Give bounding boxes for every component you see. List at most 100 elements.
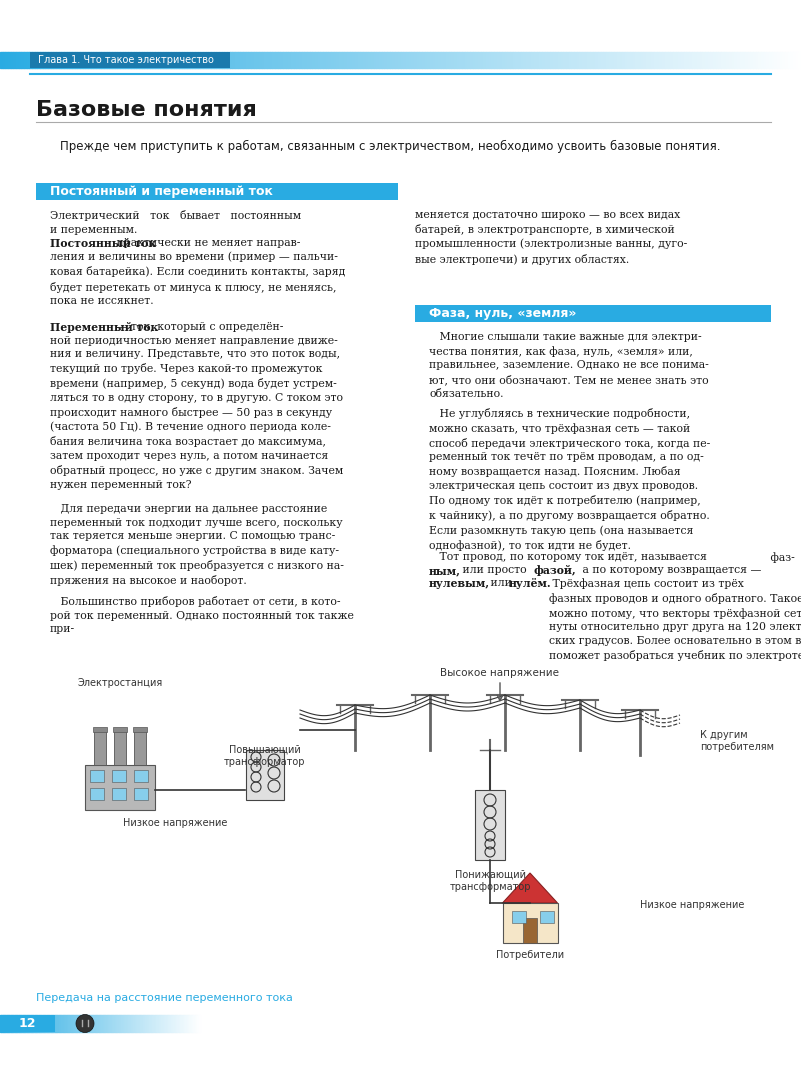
Bar: [199, 1015, 200, 1032]
Bar: [6, 52, 8, 68]
Bar: [705, 52, 707, 68]
Bar: [395, 52, 398, 68]
Bar: [384, 52, 387, 68]
Bar: [56, 1015, 58, 1032]
Bar: [136, 1015, 137, 1032]
Bar: [2, 1015, 4, 1032]
Bar: [167, 1015, 168, 1032]
Bar: [515, 52, 518, 68]
Bar: [735, 52, 737, 68]
Bar: [124, 1015, 125, 1032]
Bar: [171, 52, 174, 68]
Bar: [521, 52, 523, 68]
Bar: [747, 52, 751, 68]
Bar: [791, 52, 793, 68]
Bar: [513, 52, 515, 68]
Bar: [160, 52, 163, 68]
Bar: [0, 52, 2, 68]
Bar: [129, 1015, 131, 1032]
Bar: [139, 1015, 140, 1032]
Bar: [145, 1015, 147, 1032]
Bar: [18, 1015, 20, 1032]
Bar: [30, 1015, 32, 1032]
Bar: [550, 52, 553, 68]
Bar: [499, 52, 502, 68]
Bar: [84, 1015, 86, 1032]
Bar: [379, 52, 382, 68]
Bar: [131, 1015, 132, 1032]
Bar: [475, 52, 478, 68]
Text: Тот провод, по которому ток идёт, называется: Тот провод, по которому ток идёт, называ…: [429, 552, 706, 562]
Bar: [180, 1015, 181, 1032]
Bar: [334, 52, 336, 68]
Bar: [168, 52, 171, 68]
Bar: [387, 52, 390, 68]
Bar: [507, 52, 510, 68]
Bar: [657, 52, 659, 68]
Bar: [179, 52, 182, 68]
Bar: [667, 52, 670, 68]
Bar: [259, 52, 262, 68]
Bar: [743, 52, 745, 68]
Bar: [96, 1015, 98, 1032]
Bar: [417, 52, 419, 68]
Bar: [131, 52, 134, 68]
Bar: [96, 52, 99, 68]
Bar: [558, 52, 561, 68]
Bar: [183, 1015, 184, 1032]
Bar: [264, 52, 267, 68]
Bar: [278, 52, 280, 68]
Bar: [302, 52, 304, 68]
Bar: [494, 52, 497, 68]
Bar: [376, 52, 379, 68]
Bar: [24, 52, 26, 68]
Bar: [195, 1015, 196, 1032]
Bar: [251, 52, 254, 68]
Bar: [547, 52, 550, 68]
Bar: [195, 52, 198, 68]
Bar: [70, 52, 72, 68]
Bar: [211, 52, 214, 68]
Bar: [151, 1015, 152, 1032]
Bar: [665, 52, 667, 68]
Bar: [112, 52, 115, 68]
Bar: [18, 52, 22, 68]
Bar: [48, 52, 50, 68]
Bar: [135, 1015, 136, 1032]
Bar: [339, 52, 342, 68]
Bar: [755, 52, 759, 68]
Bar: [238, 52, 240, 68]
Bar: [462, 52, 465, 68]
Bar: [715, 52, 718, 68]
Text: Потребители: Потребители: [496, 950, 564, 960]
Text: а по которому возвращается —: а по которому возвращается —: [579, 565, 762, 575]
Bar: [36, 183, 398, 200]
Bar: [222, 52, 224, 68]
Bar: [78, 52, 80, 68]
Bar: [787, 52, 791, 68]
Bar: [142, 52, 144, 68]
Text: Многие слышали такие важные для электри-
чества понятия, как фаза, нуль, «земля»: Многие слышали такие важные для электри-…: [429, 332, 709, 399]
Bar: [579, 52, 582, 68]
Bar: [609, 52, 611, 68]
Bar: [12, 1015, 14, 1032]
Bar: [86, 1015, 87, 1032]
Bar: [630, 52, 633, 68]
Text: Для передачи энергии на дальнее расстояние
переменный ток подходит лучше всего, : Для передачи энергии на дальнее расстоян…: [50, 504, 344, 586]
Bar: [473, 52, 475, 68]
Bar: [50, 1015, 52, 1032]
Bar: [718, 52, 721, 68]
Bar: [777, 52, 779, 68]
Bar: [93, 727, 107, 732]
Text: практически не меняет направ-
ления и величины во времени (пример — пальчи-
кова: практически не меняет направ- ления и ве…: [50, 238, 345, 306]
Bar: [446, 52, 449, 68]
Bar: [66, 1015, 68, 1032]
Bar: [26, 52, 30, 68]
Bar: [147, 1015, 148, 1032]
Bar: [114, 730, 126, 765]
Bar: [22, 1015, 24, 1032]
Bar: [136, 52, 139, 68]
Bar: [28, 1015, 30, 1032]
Bar: [159, 1015, 160, 1032]
Bar: [603, 52, 606, 68]
